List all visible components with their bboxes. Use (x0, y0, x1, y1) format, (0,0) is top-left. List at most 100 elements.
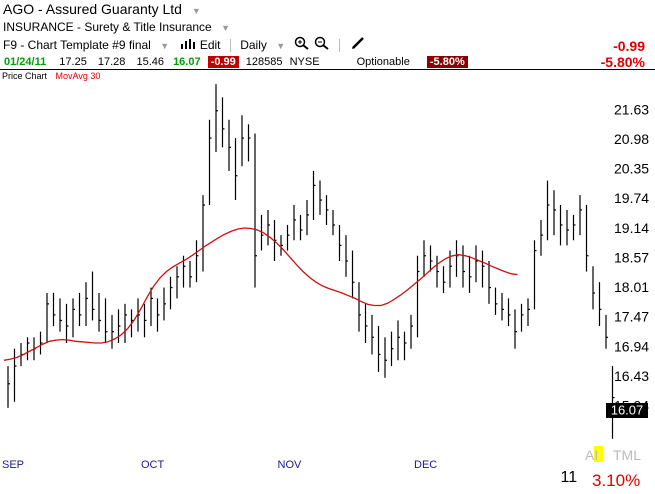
date-tick-label: OCT (141, 459, 165, 471)
header-change: -0.99 (613, 38, 645, 54)
ohlc-bar (533, 240, 537, 310)
ohlc-bar (78, 292, 82, 327)
toolbar-divider (229, 39, 231, 53)
date-axis: SEP OCT NOV DEC 11 (2, 459, 577, 486)
ohlc-bar (176, 266, 179, 299)
ohlc-bar (325, 195, 329, 225)
price-tick-label: 16.43 (614, 368, 649, 384)
edit-button[interactable]: Edit (199, 38, 221, 52)
price-tick-label: 20.35 (614, 161, 649, 177)
ohlc-bar (514, 309, 517, 349)
ohlc-bar (273, 219, 277, 261)
ohlc-bar (208, 119, 212, 205)
ohlc-bar (351, 250, 355, 299)
ohlc-bars (7, 84, 615, 439)
ohlc-bar (475, 245, 478, 283)
quote-last: 16.07 (173, 56, 201, 68)
quote-date: 01/24/11 (4, 56, 47, 68)
ohlc-bar (46, 292, 49, 343)
ohlc-bar (137, 298, 140, 332)
ohlc-bar (98, 292, 101, 332)
ohlc-bar (579, 195, 582, 236)
quote-open: 17.25 (59, 56, 87, 68)
ohlc-bar (124, 303, 127, 343)
header-change-block: -0.99 -5.80% (601, 38, 645, 70)
ohlc-bar (585, 204, 589, 272)
ohlc-bar (481, 250, 485, 288)
toolbar-divider (339, 39, 341, 53)
moving-average-line (3, 227, 518, 361)
price-chart[interactable]: 21.63 20.98 20.35 19.74 19.14 18.57 18.01 17.47… (0, 70, 655, 494)
footer-pct: 3.10% (592, 471, 640, 490)
footer-right-label: TML (613, 447, 641, 463)
industry-label: INSURANCE - Surety & Title Insurance (3, 20, 212, 34)
ohlc-bar (416, 255, 420, 338)
ohlc-bar (572, 214, 576, 241)
zoom-out-icon[interactable] (314, 36, 330, 55)
ohlc-bar (39, 331, 43, 355)
ohlc-bar (488, 260, 491, 304)
price-chart-label: Price Chart (2, 71, 48, 81)
draw-pencil-icon[interactable] (350, 36, 366, 55)
ohlc-bar (85, 282, 88, 327)
ohlc-bar (397, 320, 400, 361)
industry-bar: INSURANCE - Surety & Title Insurance ▼ (0, 18, 655, 36)
ohlc-bar (507, 298, 511, 327)
industry-dropdown-icon[interactable]: ▼ (221, 23, 230, 33)
ohlc-bar (247, 124, 251, 162)
ohlc-bar (104, 298, 108, 343)
symbol-dropdown-icon[interactable]: ▼ (191, 6, 201, 16)
edit-chart-icon[interactable] (180, 37, 196, 55)
ohlc-bar (364, 303, 368, 343)
ohlc-bar (189, 260, 192, 288)
zoom-in-icon[interactable] (294, 36, 310, 55)
ohlc-bar (371, 314, 374, 355)
ohlc-bar (338, 224, 342, 261)
ohlc-bar (234, 138, 238, 201)
ohlc-bar (7, 366, 10, 408)
ohlc-bar (611, 366, 615, 439)
date-tick-label: SEP (2, 459, 24, 471)
ohlc-bar (605, 314, 608, 349)
period-dropdown-icon[interactable]: ▼ (276, 41, 286, 51)
template-dropdown-icon[interactable]: ▼ (160, 41, 170, 51)
ohlc-bar (332, 209, 335, 236)
ohlc-bar (436, 255, 439, 288)
quote-low: 15.46 (136, 56, 164, 68)
mov-avg-label: MovAvg 30 (55, 71, 101, 81)
ohlc-bar (221, 97, 225, 148)
ohlc-bar (494, 287, 498, 315)
optionable-label: Optionable (356, 56, 410, 68)
price-tick-label: 17.47 (614, 309, 649, 325)
ohlc-bar (299, 214, 303, 241)
header-change-pct: -5.80% (600, 54, 645, 70)
ohlc-bar (442, 266, 446, 293)
ohlc-bar (169, 276, 173, 310)
period-selector[interactable]: Daily (240, 38, 267, 52)
ohlc-bar (260, 214, 264, 251)
ohlc-bar (72, 298, 75, 338)
ohlc-bar (501, 292, 504, 321)
current-price-tag: 16.07 (606, 403, 648, 418)
ohlc-bar (403, 331, 407, 361)
quote-change-pct: -5.80% (426, 56, 468, 68)
current-price-label: 16.07 (611, 403, 644, 418)
ohlc-bar (241, 115, 244, 167)
ohlc-bar (384, 337, 387, 378)
ohlc-bar (319, 180, 322, 215)
ohlc-bar (293, 204, 296, 241)
date-tick-label: 11 (561, 469, 578, 486)
template-selector[interactable]: F9 - Chart Template #9 final (3, 38, 151, 52)
footer-labels: AI TML 3.10% (585, 446, 641, 490)
chart-legend: Price Chart MovAvg 30 (0, 70, 655, 83)
ohlc-bar (553, 190, 556, 236)
quote-change: -0.99 (207, 56, 239, 68)
ohlc-bar (156, 298, 160, 332)
ohlc-bar (228, 119, 231, 171)
ohlc-bar (540, 219, 543, 256)
ohlc-bar (254, 133, 257, 288)
ohlc-bar (286, 224, 290, 251)
ohlc-bar (423, 240, 426, 277)
ohlc-bar (267, 209, 270, 246)
ohlc-bar (202, 195, 205, 272)
